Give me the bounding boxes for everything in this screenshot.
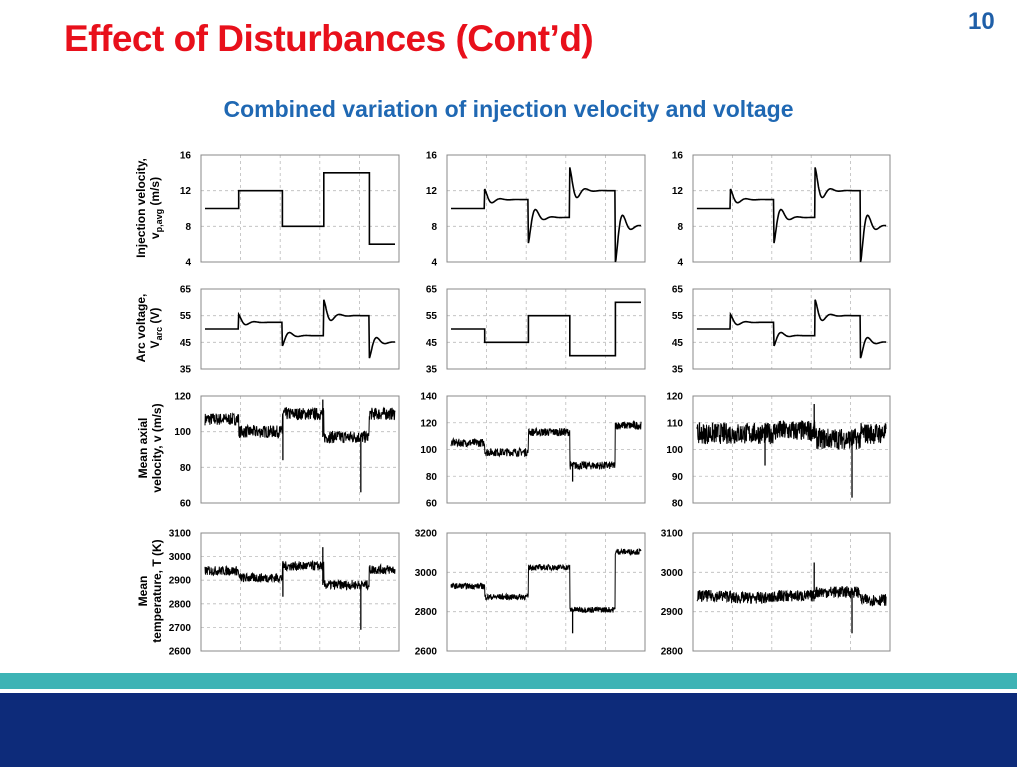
y-tick-label: 35 [180,365,192,376]
series-line [696,167,887,263]
plot-frame [446,288,646,370]
footer-band-navy [0,693,1017,767]
plot-frame [200,395,400,504]
page-number: 10 [968,8,995,35]
y-tick-label: 4 [431,258,437,269]
y-tick-label: 110 [667,418,684,429]
y-tick-label: 60 [180,499,192,510]
y-tick-label: 3200 [415,529,438,540]
y-tick-label: 12 [180,186,192,197]
chart-temp-c: 2800 2900 3000 3100 [661,529,891,658]
y-tick-label: 120 [420,418,437,429]
plot-frame [692,288,891,370]
y-tick-label: 55 [426,311,438,322]
chart-vel-b: 60 80 100 120 140 [420,392,646,510]
chart-temp-a: 2600 2700 2800 2900 3000 3100 [169,529,400,658]
chart-arc-a: 35 45 55 65 [180,285,400,376]
y-tick-label: 12 [672,186,684,197]
chart-vel-a: 60 80 100 120 [174,392,400,510]
chart-arc-c: 35 45 55 65 [672,285,891,376]
chart-grid: 4 8 12 16 4 8 12 16 4 8 12 16 35 45 55 65 35 45 55 65 35 45 55… [169,151,891,658]
y-tick-label: 80 [672,499,684,510]
y-tick-label: 4 [677,258,683,269]
plot-frame [200,288,400,370]
y-tick-label: 2800 [415,607,438,618]
footer-band-teal [0,673,1017,689]
y-tick-label: 80 [426,472,438,483]
y-tick-label: 55 [180,311,192,322]
y-tick-label: 100 [666,445,683,456]
series-line [204,406,396,444]
y-tick-label: 120 [666,392,683,403]
series-line [451,301,641,357]
plot-frame [446,395,646,504]
y-tick-label: 80 [180,463,192,474]
y-tick-label: 2800 [169,599,192,610]
y-tick-label: 16 [180,151,192,162]
y-tick-label: 2900 [169,576,192,587]
y-tick-label: 8 [185,222,191,233]
y-tick-label: 2600 [415,647,438,658]
y-tick-label: 55 [672,311,684,322]
y-tick-label: 65 [672,285,684,296]
plot-frame [446,532,646,652]
y-tick-label: 90 [672,472,684,483]
y-tick-label: 100 [420,445,437,456]
series-line [205,172,395,245]
plot-frame [692,532,891,652]
y-tick-label: 4 [185,258,191,269]
series-line [696,586,887,607]
chart-arc-b: 35 45 55 65 [426,285,646,376]
y-tick-label: 3000 [169,552,192,563]
plot-frame [446,154,646,263]
y-tick-label: 45 [180,338,192,349]
series-line [696,420,887,450]
y-tick-label: 60 [426,499,438,510]
y-tick-label: 3000 [415,568,438,579]
series-line [205,299,396,359]
y-tick-label: 16 [426,151,438,162]
chart-inj-b: 4 8 12 16 [426,151,646,269]
series-line [450,420,642,471]
y-tick-label: 8 [677,222,683,233]
y-tick-label: 3100 [169,529,192,540]
y-tick-label: 12 [426,186,438,197]
chart-inj-c: 4 8 12 16 [672,151,891,269]
y-tick-label: 2600 [169,647,192,658]
y-tick-label: 3100 [661,529,684,540]
y-tick-label: 120 [174,392,191,403]
y-tick-label: 2700 [169,623,192,634]
y-tick-label: 65 [426,285,438,296]
y-tick-label: 8 [431,222,437,233]
y-tick-label: 65 [180,285,192,296]
y-tick-label: 45 [426,338,438,349]
series-line [204,559,396,592]
plot-frame [200,532,400,652]
y-tick-label: 140 [420,392,437,403]
chart-vel-c: 80 90 100 110 120 [666,392,891,510]
y-tick-label: 35 [672,365,684,376]
y-tick-label: 45 [672,338,684,349]
plot-frame [692,154,891,263]
y-tick-label: 2900 [661,607,684,618]
slide-subtitle: Combined variation of injection velocity… [223,96,794,122]
y-tick-label: 35 [426,365,438,376]
chart-temp-b: 2600 2800 3000 3200 [415,529,646,658]
series-line [451,167,642,263]
y-tick-label: 2800 [661,647,684,658]
y-tick-label: 100 [174,427,191,438]
chart-inj-a: 4 8 12 16 [180,151,400,269]
plot-frame [200,154,400,263]
y-tick-label: 16 [672,151,684,162]
plot-frame [692,395,891,504]
footer-band-separator [0,689,1017,693]
slide-title: Effect of Disturbances (Cont’d) [64,18,594,59]
y-tick-label: 3000 [661,568,684,579]
series-line [696,299,887,359]
series-line [450,547,642,614]
